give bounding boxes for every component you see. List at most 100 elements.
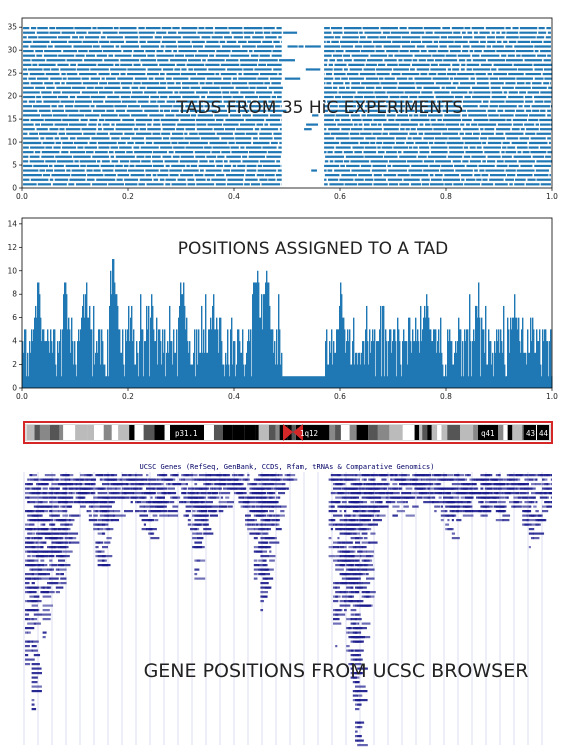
position-bar <box>347 329 349 388</box>
gene-mark <box>33 487 39 490</box>
gene-mark <box>542 478 545 481</box>
gene-mark <box>548 501 552 504</box>
gene-mark <box>531 487 536 490</box>
gene-mark <box>187 487 194 490</box>
gene-mark <box>260 550 268 553</box>
position-bar <box>74 341 76 388</box>
gene-mark <box>55 478 60 481</box>
gene-mark <box>139 483 151 486</box>
gene-mark <box>359 555 362 558</box>
position-bar <box>444 376 446 388</box>
position-bar <box>441 352 443 388</box>
gene-mark <box>502 483 505 486</box>
position-bar <box>421 341 423 388</box>
gene-mark <box>192 478 196 481</box>
gene-mark <box>51 501 61 504</box>
gene-mark <box>423 496 431 499</box>
gene-mark <box>110 496 116 499</box>
gene-mark <box>531 483 534 486</box>
gene-mark <box>157 474 160 477</box>
ideogram-band <box>389 425 396 440</box>
gene-mark <box>363 519 371 522</box>
gene-mark <box>238 492 243 495</box>
gene-mark <box>491 492 494 495</box>
gene-mark <box>355 541 361 544</box>
gene-mark <box>165 478 173 481</box>
gene-mark <box>348 478 357 481</box>
position-bar <box>351 364 353 388</box>
position-bar <box>116 294 118 388</box>
position-bar <box>95 352 97 388</box>
position-bar <box>380 305 382 388</box>
gene-mark <box>240 487 245 490</box>
position-bar <box>307 376 309 388</box>
gene-mark <box>366 550 375 553</box>
gene-mark <box>374 496 381 499</box>
gene-mark <box>440 519 444 522</box>
position-bar <box>406 341 408 388</box>
position-bar <box>443 376 445 388</box>
position-bar <box>145 341 147 388</box>
gene-mark <box>344 478 348 481</box>
gene-mark <box>390 474 394 477</box>
position-bar <box>346 341 348 388</box>
position-bar <box>266 270 268 388</box>
gene-mark <box>346 645 350 648</box>
position-bar <box>197 364 199 388</box>
gene-mark <box>372 519 382 522</box>
position-bar <box>283 376 285 388</box>
position-bar <box>317 376 319 388</box>
position-bar <box>70 352 72 388</box>
position-bar <box>403 329 405 388</box>
gene-mark <box>40 555 50 558</box>
gene-mark <box>357 739 364 742</box>
gene-mark <box>535 523 541 526</box>
position-bar <box>371 341 373 388</box>
position-bar <box>376 341 378 388</box>
gene-mark <box>80 505 86 508</box>
gene-mark <box>113 492 120 495</box>
gene-mark <box>350 613 354 616</box>
gene-mark <box>289 478 294 481</box>
position-bar <box>509 352 511 388</box>
position-bar <box>113 259 115 388</box>
gene-mark <box>106 474 110 477</box>
gene-mark <box>119 478 125 481</box>
gene-mark <box>194 487 203 490</box>
position-bar <box>142 329 144 388</box>
position-bar <box>158 329 160 388</box>
gene-mark <box>27 640 31 643</box>
gene-mark <box>49 487 60 490</box>
gene-mark <box>262 510 268 513</box>
gene-mark <box>445 514 450 517</box>
position-bar <box>337 329 339 388</box>
gene-mark <box>31 564 36 567</box>
gene-mark <box>278 496 281 499</box>
gene-mark <box>262 573 271 576</box>
gene-mark <box>473 483 477 486</box>
position-bar <box>356 352 358 388</box>
gene-mark <box>535 483 542 486</box>
position-bar <box>531 341 533 388</box>
gene-mark <box>524 523 532 526</box>
gene-mark <box>260 523 267 526</box>
gene-mark <box>198 496 206 499</box>
position-bar <box>103 364 105 388</box>
gene-mark <box>544 478 548 481</box>
gene-mark <box>366 559 373 562</box>
position-bar <box>312 376 314 388</box>
gene-mark <box>392 514 398 517</box>
gene-mark <box>484 492 493 495</box>
gene-mark <box>40 573 43 576</box>
gene-mark <box>25 613 30 616</box>
gene-mark <box>264 586 272 589</box>
position-bar <box>296 376 298 388</box>
gene-mark <box>249 492 254 495</box>
gene-mark <box>31 541 38 544</box>
gene-mark <box>132 492 143 495</box>
position-bar <box>472 341 474 388</box>
position-bar <box>228 364 230 388</box>
gene-mark <box>379 505 389 508</box>
gene-mark <box>69 537 77 540</box>
gene-mark <box>95 510 98 513</box>
